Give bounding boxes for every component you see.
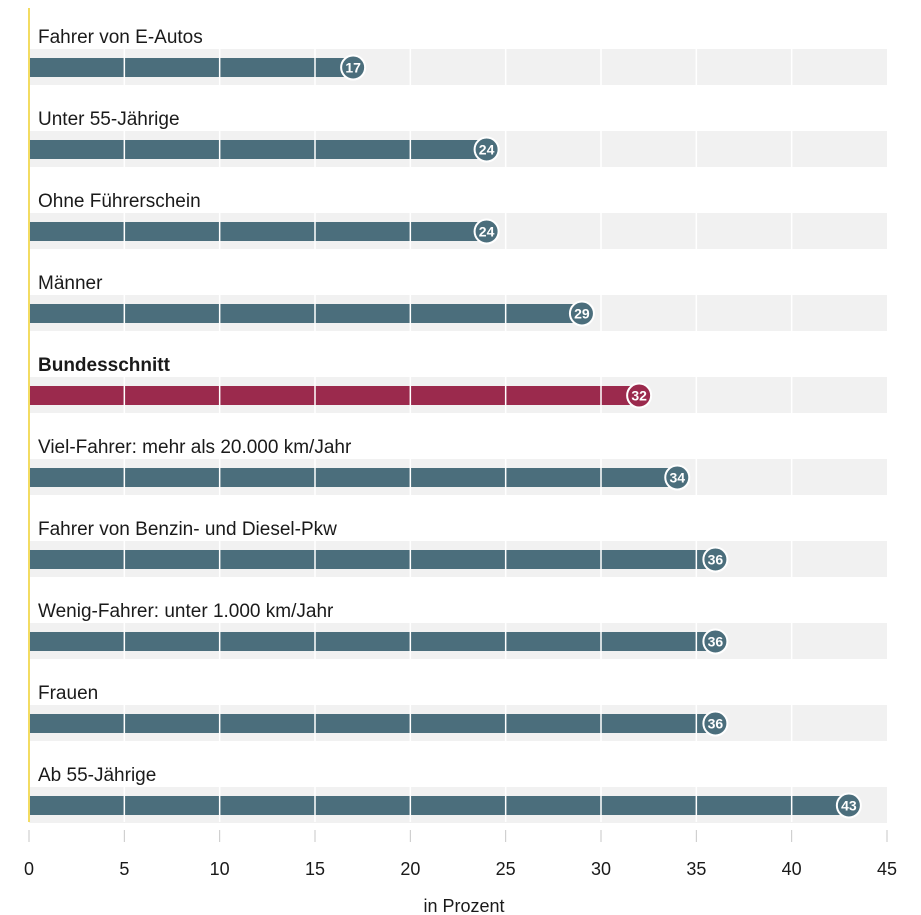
bar <box>29 304 582 323</box>
value-badge <box>835 792 862 819</box>
value-badge <box>568 300 595 327</box>
bar <box>29 714 716 733</box>
category-label: Bundesschnitt <box>38 355 171 376</box>
value-badge <box>626 382 653 409</box>
value-badge <box>473 136 500 163</box>
bars <box>29 58 849 815</box>
bar <box>29 386 640 405</box>
value-label: 34 <box>669 470 685 486</box>
bar <box>29 140 487 159</box>
category-label: Unter 55-Jährige <box>38 109 180 130</box>
category-label: Männer <box>38 273 103 294</box>
value-label: 24 <box>479 142 495 158</box>
gridlines <box>123 12 793 822</box>
x-tick-label: 5 <box>119 859 129 879</box>
value-badge <box>702 710 729 737</box>
bar <box>29 222 487 241</box>
bar <box>29 796 849 815</box>
x-tick-label: 40 <box>782 859 802 879</box>
value-label: 36 <box>708 552 724 568</box>
category-label: Viel-Fahrer: mehr als 20.000 km/Jahr <box>38 437 352 458</box>
bar <box>29 550 716 569</box>
category-label: Ohne Führerschein <box>38 191 201 212</box>
x-tick-label: 45 <box>877 859 897 879</box>
category-labels: Fahrer von E-Autos Unter 55-Jährige Ohne F… <box>38 27 352 786</box>
category-label: Fahrer von Benzin- und Diesel-Pkw <box>38 519 337 540</box>
value-labels: 17 24 24 29 32 34 36 36 36 43 <box>340 54 862 819</box>
x-axis: 0 5 10 15 20 25 30 35 40 45 <box>24 830 897 879</box>
value-badge <box>340 54 367 81</box>
x-tick-label: 30 <box>591 859 611 879</box>
value-label: 24 <box>479 224 495 240</box>
value-badge <box>702 628 729 655</box>
x-tick-label: 25 <box>496 859 516 879</box>
category-label: Wenig-Fahrer: unter 1.000 km/Jahr <box>38 601 334 622</box>
bar <box>29 632 716 651</box>
value-label: 29 <box>574 306 590 322</box>
value-badge <box>473 218 500 245</box>
x-tick-label: 20 <box>400 859 420 879</box>
category-label: Ab 55-Jährige <box>38 765 156 786</box>
value-label: 43 <box>841 798 857 814</box>
bar-tracks <box>29 49 887 823</box>
x-tick-label: 10 <box>210 859 230 879</box>
category-label: Fahrer von E-Autos <box>38 27 203 48</box>
bar <box>29 468 678 487</box>
category-label: Frauen <box>38 683 98 704</box>
value-label: 32 <box>631 388 647 404</box>
value-badge <box>702 546 729 573</box>
value-badge <box>664 464 691 491</box>
x-axis-title: in Prozent <box>423 896 504 915</box>
value-label: 36 <box>708 716 724 732</box>
x-tick-label: 35 <box>686 859 706 879</box>
x-tick-label: 15 <box>305 859 325 879</box>
value-label: 36 <box>708 634 724 650</box>
value-label: 17 <box>345 60 361 76</box>
bar <box>29 58 354 77</box>
x-tick-label: 0 <box>24 859 34 879</box>
